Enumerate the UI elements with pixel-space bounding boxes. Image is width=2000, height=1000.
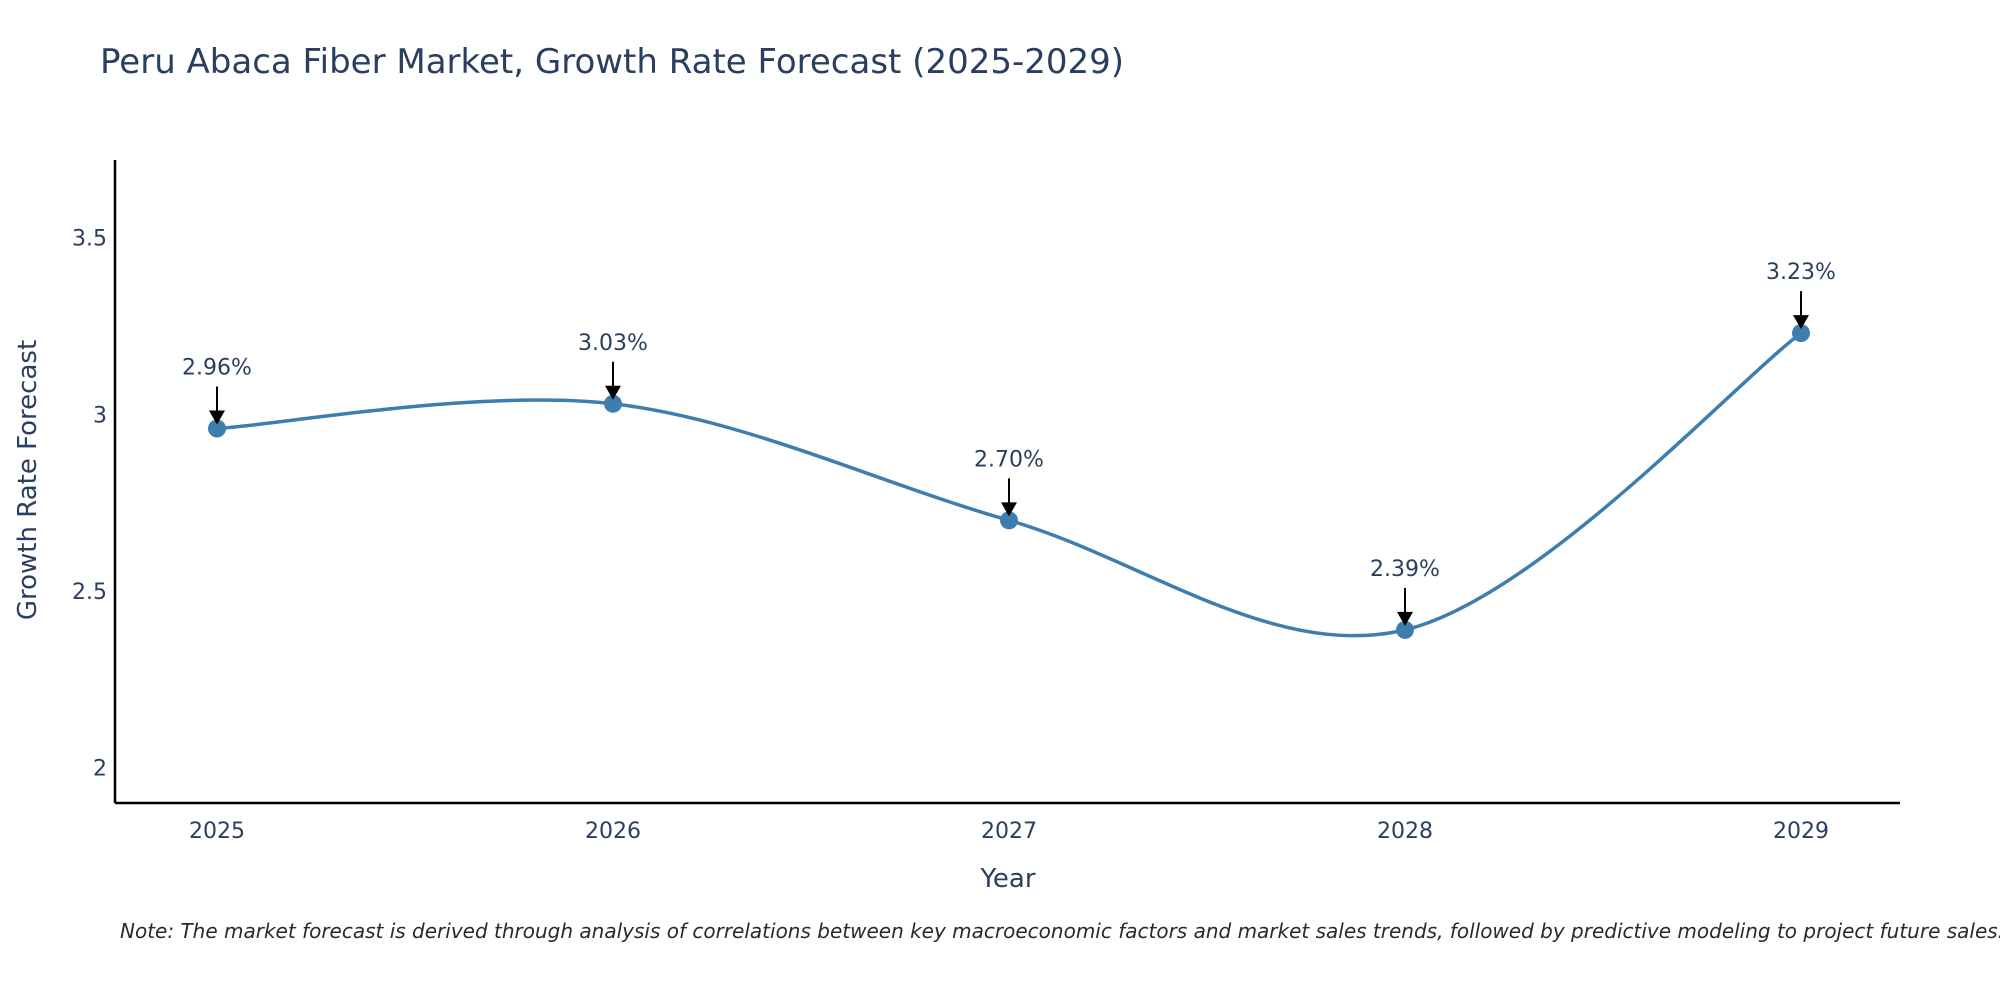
data-point	[1792, 324, 1810, 343]
y-tick-label: 2.5	[72, 580, 107, 605]
annotation-arrow-head	[209, 410, 225, 425]
data-label: 2.70%	[974, 447, 1044, 472]
data-point	[208, 419, 226, 438]
x-tick-label: 2029	[1773, 819, 1829, 844]
x-tick-label: 2026	[585, 819, 641, 844]
chart-title: Peru Abaca Fiber Market, Growth Rate For…	[100, 42, 1125, 82]
data-point	[1000, 511, 1018, 530]
data-label: 3.03%	[578, 331, 648, 356]
x-axis-title: Year	[979, 864, 1035, 894]
x-tick-label: 2025	[189, 819, 245, 844]
data-markers	[208, 324, 1810, 639]
x-tick-label: 2028	[1377, 819, 1433, 844]
data-label: 2.39%	[1370, 557, 1440, 582]
y-tick-label: 3.5	[72, 227, 107, 252]
x-tick-label: 2027	[981, 819, 1037, 844]
y-axis-title: Growth Rate Forecast	[13, 340, 43, 620]
annotation-arrow-head	[605, 385, 621, 400]
data-point	[604, 394, 622, 413]
data-label: 2.96%	[182, 356, 252, 381]
annotation-arrow-head	[1793, 315, 1809, 330]
y-axis-ticks: 2 2.5 3 3.5	[72, 227, 107, 782]
data-label: 3.23%	[1766, 260, 1836, 285]
x-axis-ticks: 2025 2026 2027 2028 2029	[189, 819, 1829, 844]
annotation-arrow-head	[1001, 502, 1017, 517]
data-annotations: 2.96% 3.03% 2.70% 2.39% 3.23%	[182, 260, 1836, 626]
annotation-arrow-head	[1397, 611, 1413, 626]
y-tick-label: 3	[93, 403, 107, 428]
data-point	[1396, 620, 1414, 639]
y-tick-label: 2	[93, 757, 107, 782]
chart-note: Note: The market forecast is derived thr…	[120, 919, 2000, 943]
